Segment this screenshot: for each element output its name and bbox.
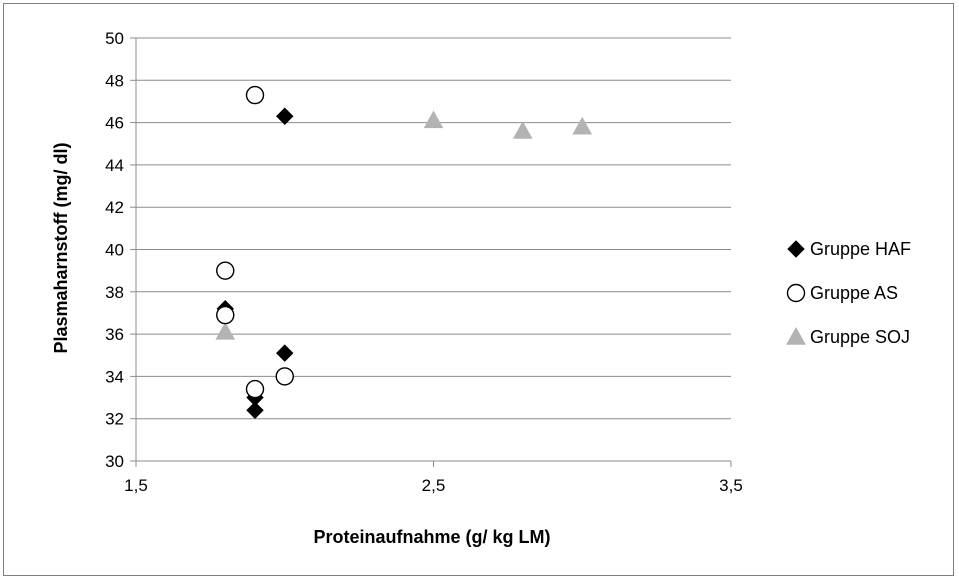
legend-marker xyxy=(786,326,806,345)
grid-lines xyxy=(136,37,731,420)
data-point xyxy=(572,116,593,135)
y-tick-label: 48 xyxy=(105,71,124,90)
x-tick-label: 1,5 xyxy=(124,476,148,495)
data-point xyxy=(215,321,236,340)
x-tick-label: 3,5 xyxy=(719,476,743,495)
axes xyxy=(130,37,732,467)
data-point xyxy=(245,85,265,105)
legend-label: Gruppe AS xyxy=(810,283,898,303)
data-point xyxy=(512,121,533,139)
x-tick-label: 2,5 xyxy=(422,476,446,495)
data-point xyxy=(216,305,235,325)
data-point xyxy=(246,401,264,419)
y-tick-label: 34 xyxy=(105,367,124,386)
legend-marker xyxy=(787,240,805,258)
legend-label: Gruppe SOJ xyxy=(810,327,910,347)
y-tick-label: 44 xyxy=(105,156,124,175)
y-tick-label: 46 xyxy=(105,114,124,133)
y-tick-label: 40 xyxy=(105,241,124,260)
legend-label: Gruppe HAF xyxy=(810,239,911,259)
data-point xyxy=(276,107,294,125)
data-point xyxy=(276,344,294,362)
data-points xyxy=(215,85,593,419)
y-tick-label: 42 xyxy=(105,198,124,217)
y-axis-title: Plasmaharnstoff (mg/ dl) xyxy=(51,142,71,353)
data-point xyxy=(216,261,235,280)
y-tick-label: 32 xyxy=(105,410,124,429)
legend-marker xyxy=(786,283,806,303)
x-axis-title: Proteinaufnahme (g/ kg LM) xyxy=(313,527,550,547)
y-tick-label: 36 xyxy=(105,325,124,344)
y-tick-label: 30 xyxy=(105,452,124,471)
y-tick-labels: 30 32 34 36 38 40 42 44 46 48 50 xyxy=(105,29,124,471)
x-tick-labels: 1,5 2,5 3,5 xyxy=(124,476,743,495)
y-tick-label: 50 xyxy=(105,29,124,48)
y-tick-label: 38 xyxy=(105,283,124,302)
data-point xyxy=(245,379,265,399)
legend: Gruppe HAF Gruppe AS Gruppe SOJ xyxy=(786,239,911,347)
data-point xyxy=(275,367,294,386)
data-point xyxy=(423,110,444,129)
